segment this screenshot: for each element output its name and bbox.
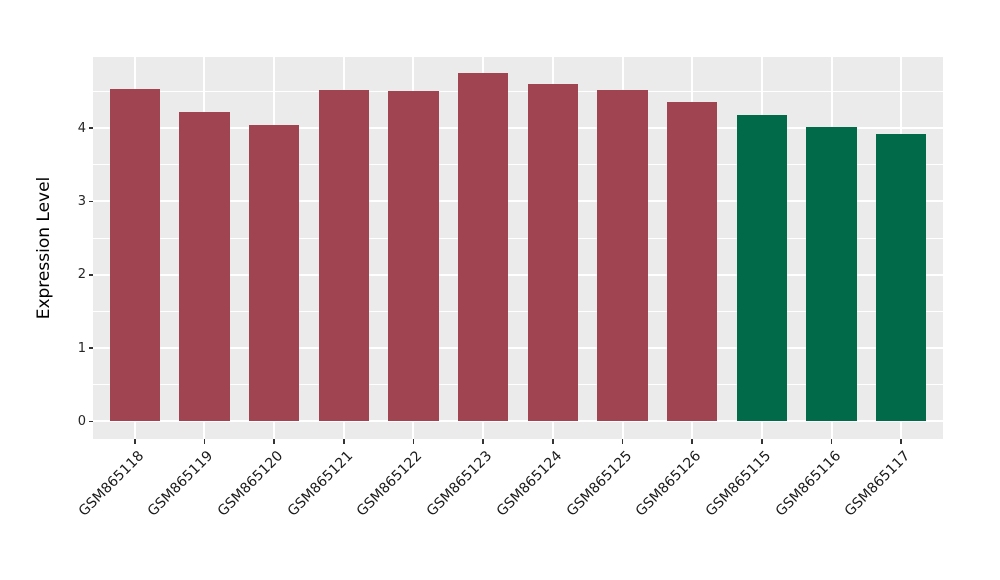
y-tick-mark xyxy=(89,347,93,349)
bar-GSM865123 xyxy=(458,73,509,422)
y-tick-mark xyxy=(89,274,93,276)
x-tick-mark xyxy=(691,439,693,444)
x-tick-mark xyxy=(482,439,484,444)
x-tick-label: GSM865117 xyxy=(841,448,914,520)
x-tick-label: GSM865119 xyxy=(145,448,217,520)
bar-GSM865117 xyxy=(876,133,927,422)
y-tick-label: 0 xyxy=(77,413,86,429)
y-tick-mark xyxy=(89,200,93,203)
bar-GSM865119 xyxy=(179,111,230,422)
y-tick-label: 1 xyxy=(77,340,86,356)
x-tick-label: GSM865123 xyxy=(423,448,496,520)
x-tick-label: GSM865118 xyxy=(75,448,148,520)
x-tick-mark xyxy=(203,439,206,444)
gridline-minor xyxy=(93,310,943,312)
x-tick-mark xyxy=(412,439,415,444)
x-tick-label: GSM865120 xyxy=(214,448,287,520)
y-tick-label: 3 xyxy=(77,193,86,209)
y-tick-mark xyxy=(89,420,93,423)
x-tick-label: GSM865126 xyxy=(632,448,705,520)
gridline-major xyxy=(93,273,943,276)
x-tick-mark xyxy=(134,439,136,444)
gridline-major xyxy=(93,200,943,203)
bar-GSM865120 xyxy=(249,125,300,422)
x-tick-mark xyxy=(761,439,763,444)
bar-GSM865115 xyxy=(736,114,787,422)
x-tick-label: GSM865125 xyxy=(563,448,635,520)
x-tick-mark xyxy=(552,439,554,444)
x-tick-mark xyxy=(343,439,345,444)
plot-panel xyxy=(93,57,943,439)
bar-GSM865116 xyxy=(806,127,857,422)
y-tick-mark xyxy=(89,127,93,129)
x-tick-label: GSM865116 xyxy=(772,448,844,520)
x-tick-label: GSM865124 xyxy=(493,448,566,520)
gridline-minor xyxy=(93,90,943,92)
gridline-minor xyxy=(93,237,943,239)
bar-GSM865121 xyxy=(318,89,369,422)
y-tick-label: 4 xyxy=(77,120,86,136)
gridline-minor xyxy=(93,164,943,166)
bar-GSM865125 xyxy=(597,89,648,422)
y-tick-label: 2 xyxy=(77,267,86,283)
bar-GSM865124 xyxy=(527,84,578,422)
x-tick-mark xyxy=(621,439,624,444)
x-tick-label: GSM865121 xyxy=(284,448,357,520)
bar-GSM865118 xyxy=(109,88,160,422)
bar-GSM865126 xyxy=(667,101,718,422)
x-tick-mark xyxy=(273,439,275,444)
x-tick-mark xyxy=(900,439,902,444)
x-tick-label: GSM865122 xyxy=(354,448,426,520)
gridline-major xyxy=(93,420,943,423)
gridline-major xyxy=(93,347,943,350)
gridline-minor xyxy=(93,384,943,386)
gridline-major xyxy=(93,127,943,130)
bar-GSM865122 xyxy=(388,91,439,422)
x-tick-mark xyxy=(830,439,833,444)
x-tick-label: GSM865115 xyxy=(702,448,775,520)
